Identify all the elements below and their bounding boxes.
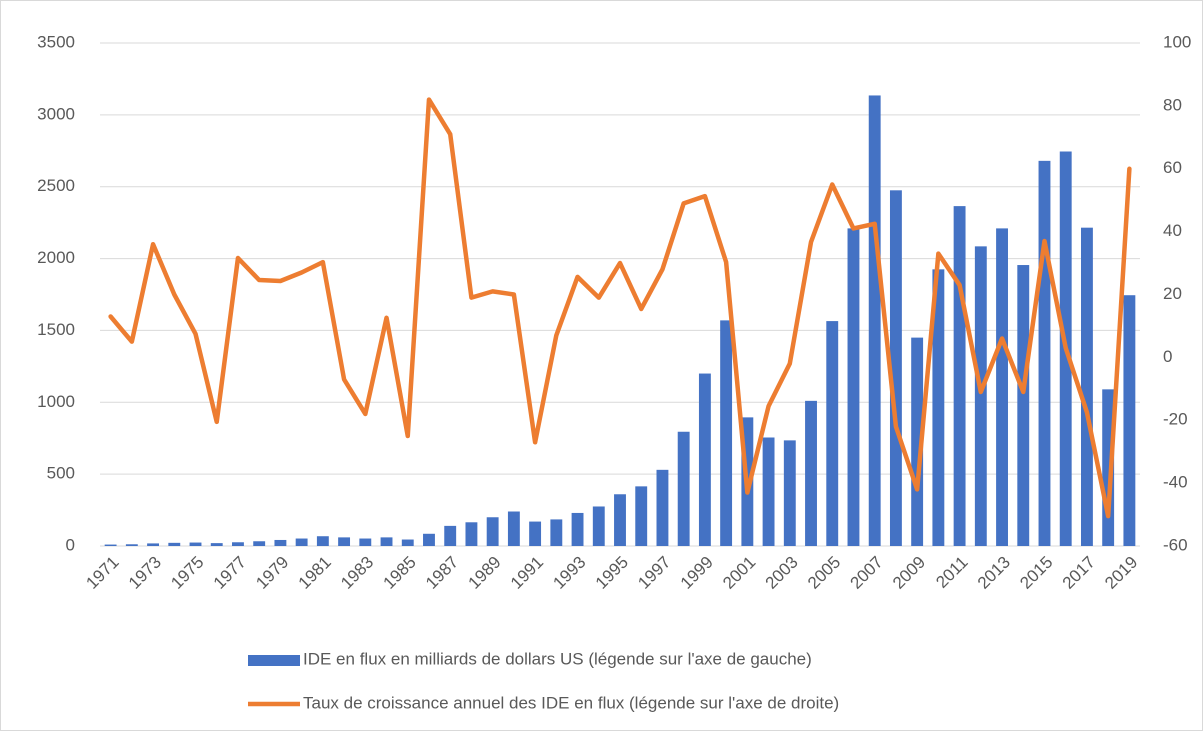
bar: [550, 519, 563, 546]
bar: [1102, 389, 1115, 546]
bar: [1080, 227, 1093, 546]
bar: [826, 321, 839, 546]
bar: [698, 373, 711, 546]
bar: [656, 469, 669, 546]
bar: [592, 506, 605, 546]
bar: [889, 190, 902, 547]
y2-tick-label: -20: [1163, 410, 1188, 429]
line: [108, 97, 1132, 519]
y2-tick-label: 0: [1163, 347, 1172, 366]
y-tick-label: 1500: [37, 320, 75, 339]
bar: [125, 544, 138, 546]
bar: [868, 95, 881, 546]
bar: [232, 542, 244, 546]
legend-swatch: [248, 655, 300, 666]
bar: [168, 542, 181, 546]
bar: [210, 543, 223, 546]
bar: [974, 246, 987, 546]
bar: [996, 228, 1008, 547]
bar: [847, 228, 860, 547]
bar: [507, 511, 520, 546]
bar: [338, 537, 351, 546]
bar: [529, 521, 542, 546]
legend-label: IDE en flux en milliards de dollars US (…: [303, 649, 812, 668]
legend-label: Taux de croissance annuel des IDE en flu…: [303, 693, 839, 712]
bar: [274, 539, 287, 546]
bar: [189, 542, 202, 546]
bar: [104, 544, 117, 546]
y-tick-label: 3500: [37, 32, 75, 51]
y-tick-label: 2000: [37, 248, 75, 267]
bar: [911, 337, 924, 546]
bar: [295, 538, 308, 546]
y-tick-label: 3000: [37, 104, 75, 123]
bar: [762, 437, 775, 546]
y-tick-label: 1000: [37, 392, 75, 411]
bar: [380, 537, 393, 546]
y-tick-label: 2500: [37, 176, 75, 195]
bar: [635, 486, 648, 546]
bar: [486, 517, 499, 546]
bar: [1123, 295, 1136, 546]
y2-tick-label: 40: [1163, 221, 1182, 240]
bar: [253, 541, 266, 546]
bar: [423, 533, 435, 546]
bar: [1017, 265, 1030, 546]
bar: [316, 536, 329, 546]
bar: [953, 206, 966, 546]
bar: [614, 494, 626, 546]
y-tick-label: 0: [66, 535, 75, 554]
bar: [805, 400, 817, 546]
y-tick-label: 500: [47, 464, 75, 483]
y2-tick-label: 20: [1163, 284, 1182, 303]
y2-tick-label: -60: [1163, 535, 1188, 554]
bar: [465, 522, 478, 546]
bar: [932, 269, 945, 546]
bar: [571, 512, 584, 546]
bar: [147, 543, 160, 546]
y2-tick-label: 60: [1163, 158, 1182, 177]
y2-tick-label: 100: [1163, 32, 1191, 51]
bar: [720, 320, 733, 546]
y2-tick-label: -40: [1163, 473, 1188, 492]
y2-tick-label: 80: [1163, 95, 1182, 114]
bar: [401, 539, 414, 546]
bar: [359, 538, 372, 546]
bar: [1038, 160, 1051, 547]
bar: [444, 525, 457, 546]
bar: [677, 431, 690, 546]
bar: [783, 440, 796, 546]
